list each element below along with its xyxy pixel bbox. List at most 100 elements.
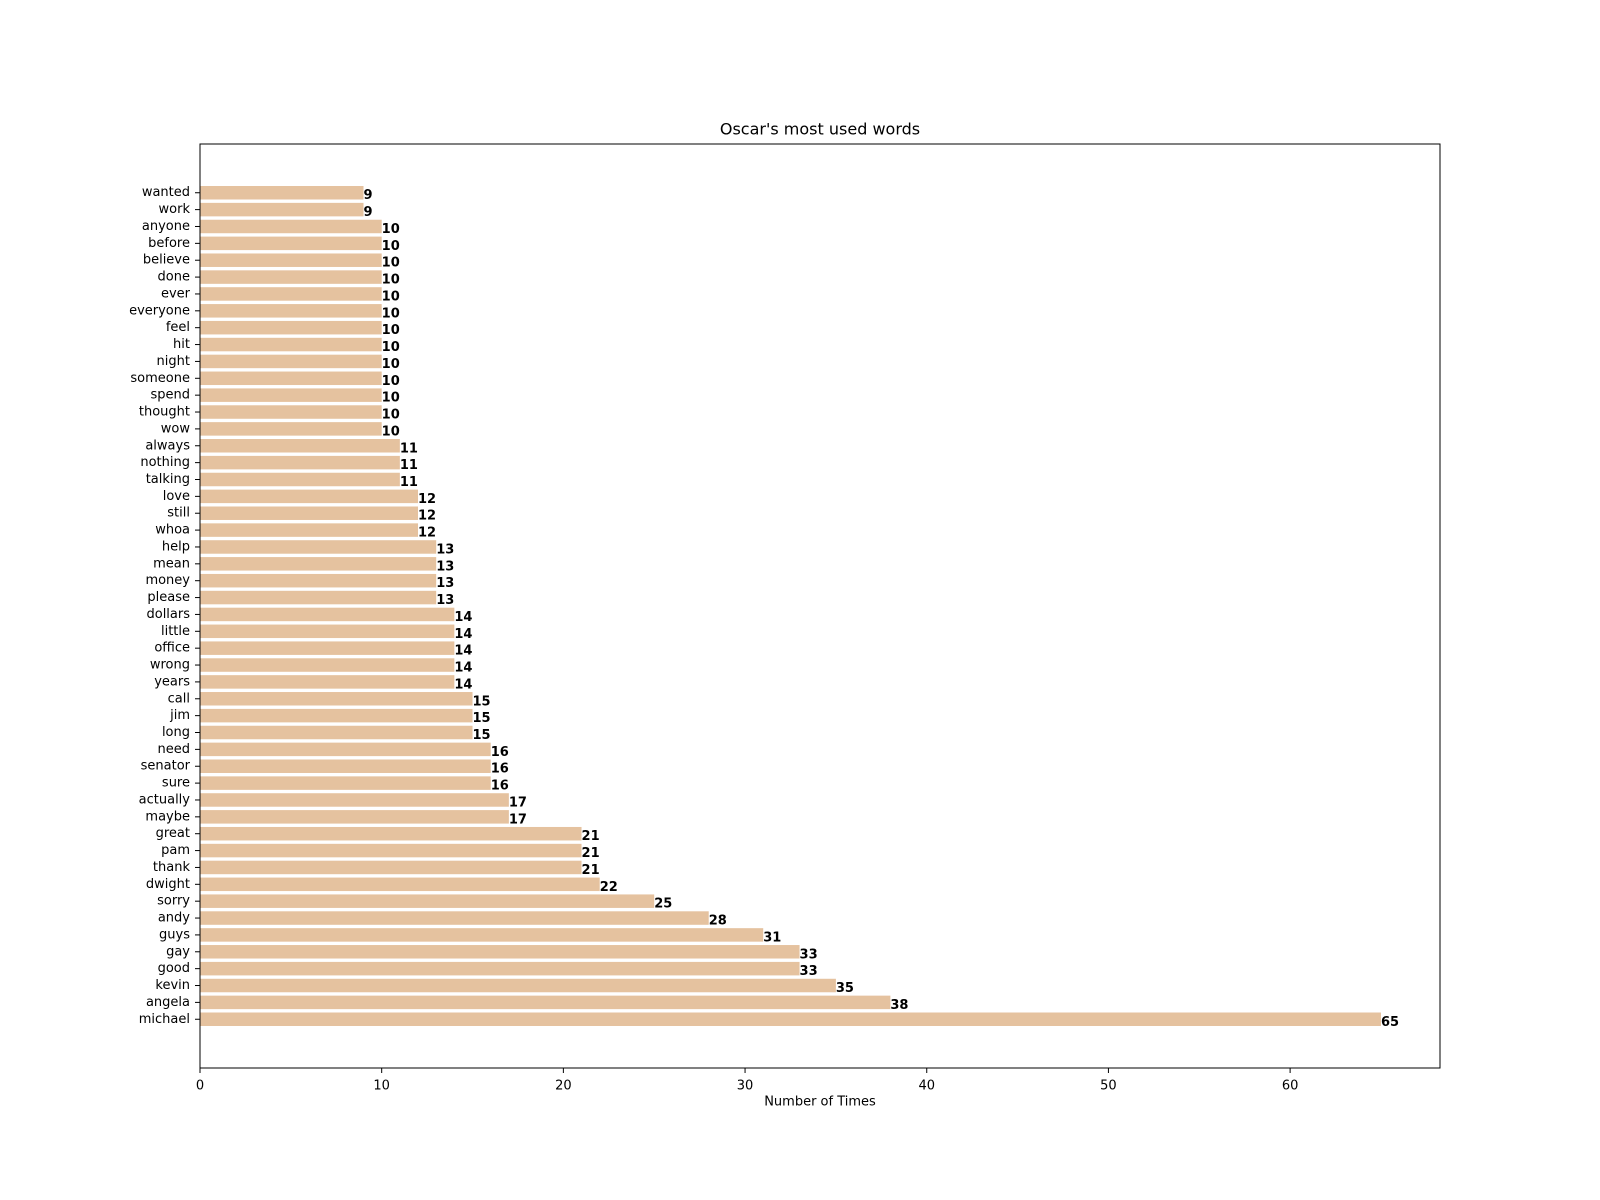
y-tick-label: thought	[139, 405, 190, 420]
y-tick-label: wanted	[142, 185, 190, 200]
y-tick-label: wrong	[150, 658, 190, 673]
value-label: 35	[836, 981, 854, 996]
bar	[200, 219, 382, 234]
bar	[200, 186, 364, 200]
y-tick-label: mean	[153, 556, 190, 571]
y-tick-label: jim	[169, 708, 190, 723]
value-label: 10	[382, 391, 400, 406]
bar	[200, 961, 800, 976]
value-label: 65	[1381, 1015, 1399, 1030]
y-tick-label: ever	[161, 286, 191, 301]
value-label: 10	[382, 273, 400, 288]
bar	[200, 759, 491, 773]
bar	[200, 236, 382, 251]
value-label: 10	[382, 408, 400, 423]
bar	[200, 725, 473, 740]
y-tick-label: dwight	[146, 877, 190, 892]
plot-frame	[199, 143, 1441, 1069]
value-label: 14	[454, 661, 472, 676]
x-tick-label: 30	[737, 1079, 754, 1094]
bar	[200, 945, 800, 959]
y-tick-label: money	[145, 573, 190, 588]
y-tick-label: love	[163, 489, 190, 504]
y-tick-label: pam	[161, 843, 190, 858]
value-label: 14	[454, 610, 472, 625]
value-label: 16	[491, 762, 509, 777]
y-tick-label: someone	[130, 371, 190, 386]
value-label: 12	[418, 526, 436, 541]
y-tick-label: anyone	[142, 219, 190, 234]
value-label: 10	[382, 256, 400, 271]
bar	[200, 793, 509, 807]
value-label: 13	[436, 542, 454, 557]
value-label: 28	[709, 914, 727, 929]
value-label: 12	[418, 492, 436, 507]
x-tick-label: 0	[196, 1079, 204, 1094]
x-axis-label: Number of Times	[764, 1095, 876, 1110]
bar	[200, 607, 455, 622]
y-tick-label: please	[147, 590, 190, 605]
bar	[200, 1012, 1381, 1026]
value-label: 21	[582, 846, 600, 861]
bar	[200, 202, 364, 217]
value-label: 10	[382, 357, 400, 372]
bar	[200, 590, 437, 605]
bar	[200, 270, 382, 284]
bar	[200, 641, 455, 655]
value-label: 10	[382, 424, 400, 439]
y-tick-label: night	[157, 354, 190, 369]
value-label: 10	[382, 323, 400, 338]
value-label: 11	[400, 441, 418, 456]
value-label: 33	[800, 964, 818, 979]
x-tick-label: 60	[1282, 1079, 1299, 1094]
y-tick-label: done	[158, 270, 190, 285]
y-tick-label: thank	[153, 860, 191, 875]
bar	[200, 405, 382, 419]
y-tick-label: feel	[166, 320, 190, 335]
value-label: 9	[364, 188, 373, 203]
y-tick-label: little	[161, 624, 190, 639]
value-label: 25	[654, 897, 672, 912]
bar	[200, 708, 473, 723]
value-label: 9	[364, 205, 373, 220]
value-label: 33	[800, 947, 818, 962]
bar	[200, 860, 582, 875]
value-label: 12	[418, 509, 436, 524]
y-tick-label: andy	[158, 911, 190, 926]
y-tick-label: years	[154, 674, 190, 689]
y-tick-label: senator	[141, 759, 191, 774]
value-label: 15	[473, 694, 491, 709]
chart-title: Oscar's most used words	[720, 120, 920, 139]
value-label: 14	[454, 677, 472, 692]
bar	[200, 911, 709, 925]
y-tick-label: need	[158, 742, 191, 757]
value-label: 14	[454, 644, 472, 659]
value-label: 10	[382, 222, 400, 237]
y-tick-label: everyone	[129, 303, 190, 318]
y-tick-label: always	[145, 438, 190, 453]
y-tick-label: gay	[166, 944, 190, 959]
bar	[200, 742, 491, 757]
y-tick-label: angela	[146, 995, 190, 1010]
value-label: 10	[382, 374, 400, 389]
value-label: 17	[509, 795, 527, 810]
value-label: 11	[400, 475, 418, 490]
value-label: 17	[509, 812, 527, 827]
y-tick-label: sorry	[157, 894, 190, 909]
y-tick-label: wow	[161, 421, 191, 436]
y-tick-label: call	[168, 691, 190, 706]
bar	[200, 388, 382, 402]
y-tick-label: office	[154, 641, 190, 656]
value-label: 15	[473, 711, 491, 726]
y-tick-label: maybe	[145, 809, 190, 824]
bar	[200, 506, 419, 520]
x-tick-label: 10	[373, 1079, 390, 1094]
bar	[200, 843, 582, 858]
value-label: 13	[436, 559, 454, 574]
bar	[200, 337, 382, 352]
bar	[200, 573, 437, 588]
bar	[200, 557, 437, 571]
y-tick-label: great	[156, 826, 190, 841]
value-label: 31	[763, 930, 781, 945]
